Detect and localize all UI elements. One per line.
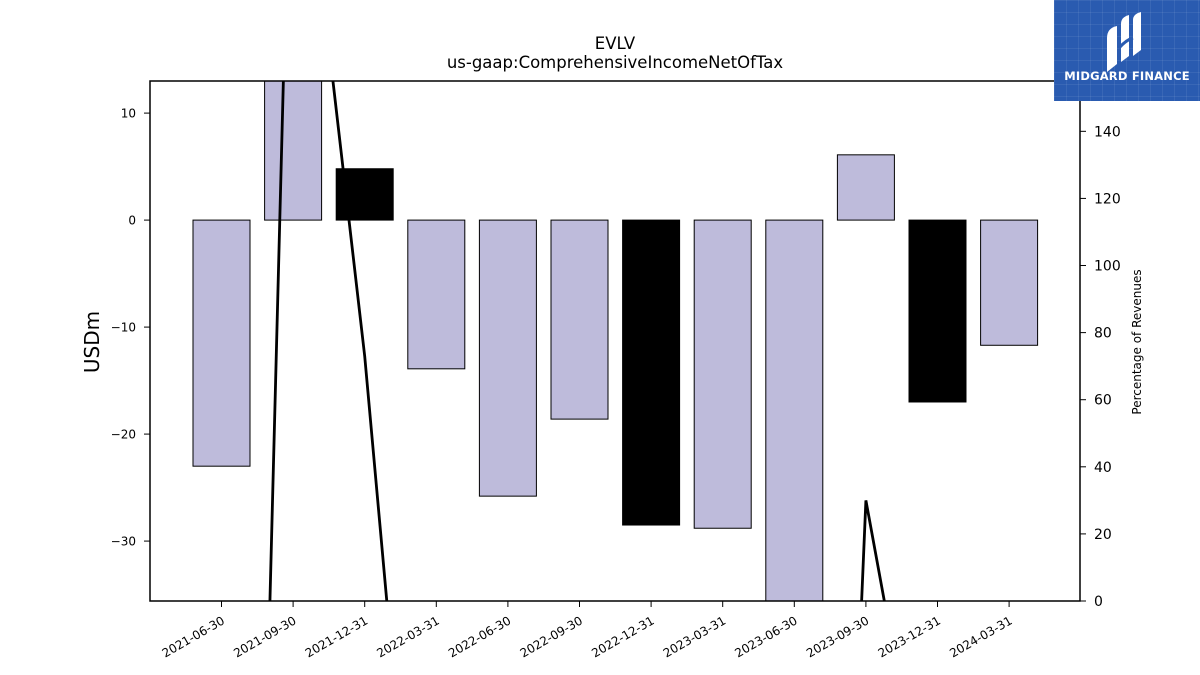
x-tick-label: 2021-09-30 <box>231 613 298 660</box>
bar-2022-06-30 <box>478 219 537 497</box>
y-tick-label: −20 <box>111 428 136 442</box>
bars-group <box>192 81 1039 601</box>
y-tick-label: −10 <box>111 321 136 335</box>
y-axis-label: USDm <box>80 311 104 373</box>
plot-frame <box>149 80 1081 602</box>
y2-tick-label: 40 <box>1094 460 1112 476</box>
y2-tick-label: 0 <box>1094 594 1103 610</box>
x-tick-label: 2022-06-30 <box>446 613 513 660</box>
logo-mark-icon <box>1107 12 1141 72</box>
x-tick-label: 2023-09-30 <box>804 613 871 660</box>
y-tick-label: −30 <box>111 535 136 549</box>
y2-axis-label: Percentage of Revenues <box>1130 269 1144 414</box>
x-tick-label: 2021-12-31 <box>303 613 370 660</box>
chart-title: EVLV <box>595 34 636 53</box>
y-tick-label: 0 <box>128 214 136 228</box>
y2-tick-label: 80 <box>1094 326 1112 342</box>
x-tick-label: 2023-06-30 <box>732 613 799 660</box>
x-ticks-group: 2021-06-30 2021-09-30 2021-12-31 2022-03-31… <box>160 601 1015 660</box>
bar-2024-03-31 <box>980 219 1039 346</box>
brand-name: MIDGARD FINANCE <box>1064 69 1190 83</box>
y2-tick-label: 20 <box>1094 527 1112 543</box>
y-tick-label: 10 <box>121 107 136 121</box>
bar-2021-06-30 <box>192 219 251 467</box>
chart-subtitle: us-gaap:ComprehensiveIncomeNetOfTax <box>447 53 784 72</box>
bar-2022-12-31 <box>622 219 681 526</box>
y2-tick-label: 140 <box>1094 124 1121 140</box>
percentage-line <box>268 81 886 601</box>
bar-2023-03-31 <box>693 219 752 529</box>
bar-2023-09-30 <box>836 154 895 221</box>
y2-ticks-group: 0 20 40 60 80 100 120 140 <box>1080 124 1121 610</box>
bar-2022-09-30 <box>550 219 609 420</box>
bar-2022-03-31 <box>407 219 466 370</box>
x-tick-label: 2022-03-31 <box>374 613 441 660</box>
y2-tick-label: 100 <box>1094 259 1121 275</box>
x-tick-label: 2023-03-31 <box>661 613 728 660</box>
y2-tick-label: 120 <box>1094 191 1121 207</box>
x-tick-label: 2024-03-31 <box>947 613 1014 660</box>
bar-2021-09-30 <box>264 81 323 221</box>
x-tick-label: 2021-06-30 <box>160 613 227 660</box>
x-tick-label: 2022-12-31 <box>589 613 656 660</box>
bar-2023-06-30 <box>765 219 824 601</box>
y2-tick-label: 60 <box>1094 393 1112 409</box>
x-tick-label: 2022-09-30 <box>518 613 585 660</box>
y-ticks-group: 10 0 −10 −20 −30 <box>111 107 150 549</box>
x-tick-label: 2023-12-31 <box>876 613 943 660</box>
bar-2023-12-31 <box>908 219 967 403</box>
brand-logo: MIDGARD FINANCE <box>1054 0 1200 101</box>
line-group <box>268 81 886 601</box>
